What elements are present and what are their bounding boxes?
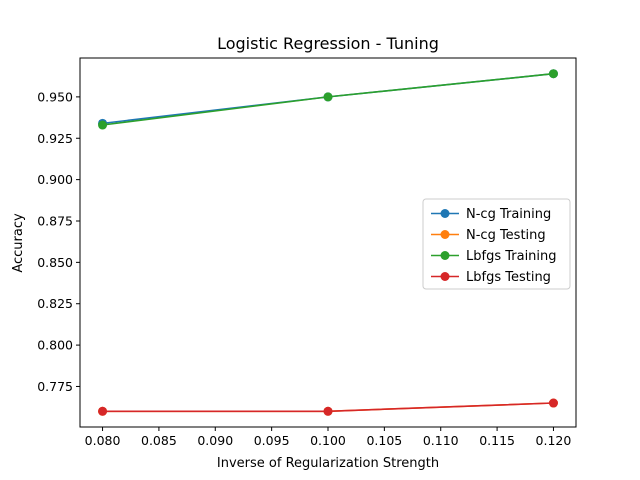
legend-swatch-marker	[440, 209, 450, 218]
x-tick-label: 0.120	[536, 433, 572, 448]
y-axis-title: Accuracy	[11, 213, 26, 273]
chart-title: Logistic Regression - Tuning	[217, 34, 439, 53]
data-point	[98, 406, 108, 416]
y-tick-label: 0.850	[37, 255, 73, 270]
legend: N-cg Training N-cg Testing Lbfgs Training L…	[422, 198, 571, 290]
y-tick-label: 0.800	[37, 338, 73, 353]
series-layer	[98, 69, 558, 416]
legend-label: Lbfgs Training	[466, 249, 557, 264]
data-point	[323, 406, 333, 416]
y-tick-label: 0.925	[37, 131, 73, 146]
legend-label: N-cg Testing	[466, 228, 546, 243]
x-tick-label: 0.095	[254, 433, 290, 448]
legend-swatch-marker	[440, 230, 450, 239]
legend-label: Lbfgs Testing	[466, 270, 551, 285]
x-axis: 0.080 0.085 0.090 0.095 0.100 0.105 0.110 0.115…	[85, 427, 572, 448]
data-point	[548, 398, 558, 408]
x-tick-label: 0.090	[197, 433, 233, 448]
y-tick-label: 0.825	[37, 296, 73, 311]
data-point	[98, 120, 108, 130]
x-tick-label: 0.115	[479, 433, 515, 448]
legend-frame	[422, 198, 571, 290]
x-tick-label: 0.100	[310, 433, 346, 448]
y-tick-label: 0.775	[37, 379, 73, 394]
x-tick-label: 0.105	[366, 433, 402, 448]
x-tick-label: 0.085	[141, 433, 177, 448]
legend-label: N-cg Training	[466, 207, 551, 222]
y-tick-label: 0.900	[37, 172, 73, 187]
y-tick-label: 0.875	[37, 213, 73, 228]
y-tick-label: 0.950	[37, 89, 73, 104]
y-axis: 0.775 0.800 0.825 0.850 0.875 0.900 0.925 0.950	[37, 89, 80, 394]
x-tick-label: 0.080	[85, 433, 121, 448]
legend-swatch-marker	[440, 251, 450, 260]
data-point	[548, 69, 558, 79]
x-axis-title: Inverse of Regularization Strength	[217, 456, 439, 471]
legend-swatch-marker	[440, 272, 450, 281]
data-point	[323, 92, 333, 102]
x-tick-label: 0.110	[423, 433, 459, 448]
